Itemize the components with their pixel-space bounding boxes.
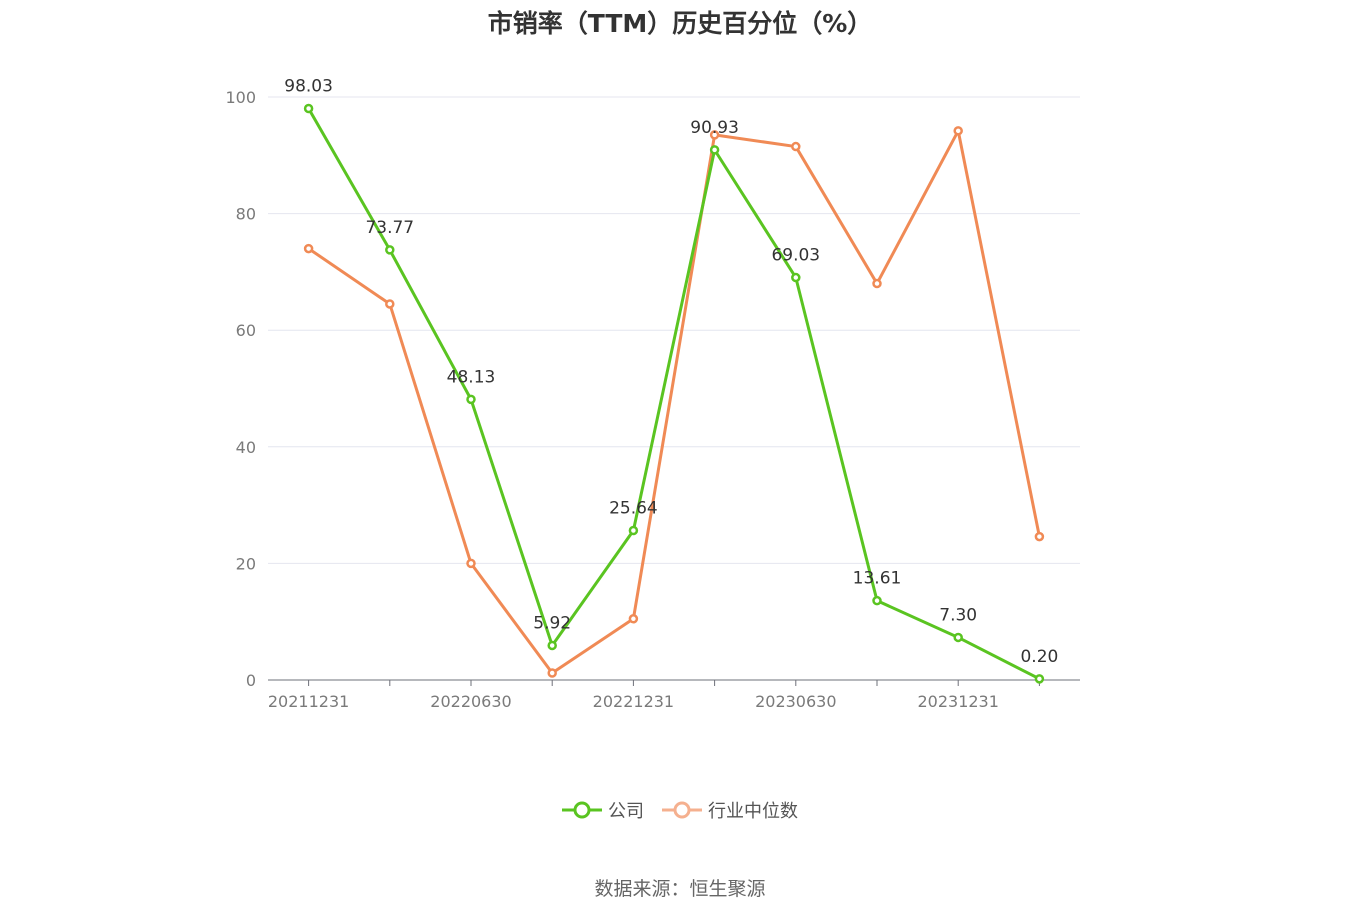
legend: 公司 行业中位数 — [0, 797, 1360, 823]
industry-median-series-line — [307, 129, 1041, 675]
y-axis-ticks: 0 20 40 60 80 100 — [225, 88, 256, 690]
company-data-label: 25.64 — [609, 499, 658, 519]
industry-median-data-point[interactable] — [628, 614, 639, 624]
company-data-label: 98.03 — [284, 76, 333, 96]
industry-median-data-point[interactable] — [709, 130, 720, 140]
legend-item-industry-median[interactable]: 行业中位数 — [662, 797, 798, 823]
company-data-point[interactable] — [547, 640, 557, 651]
x-tick-label: 20221231 — [593, 692, 674, 711]
legend-industry-label: 行业中位数 — [708, 801, 798, 822]
company-data-label: 90.93 — [690, 118, 739, 138]
legend-company-marker-icon — [562, 801, 602, 819]
data-labels: 98.03 73.77 48.13 5.92 25.64 90.93 69.03 13.61 7… — [284, 76, 1058, 666]
company-data-point[interactable] — [1034, 674, 1045, 684]
company-data-label: 13.61 — [853, 569, 902, 589]
y-tick-label: 80 — [236, 205, 256, 224]
data-points — [303, 103, 1045, 684]
industry-median-data-point[interactable] — [791, 141, 801, 152]
x-axis: 20211231 20220630 20221231 20230630 20231231 — [268, 679, 1080, 711]
company-data-label: 73.77 — [365, 218, 414, 238]
company-data-point[interactable] — [466, 394, 476, 405]
legend-industry-marker-icon — [662, 801, 702, 819]
company-data-point[interactable] — [872, 595, 882, 606]
industry-median-data-point[interactable] — [1034, 531, 1045, 542]
legend-company-label: 公司 — [608, 801, 644, 822]
x-tick-label: 20231231 — [917, 692, 998, 711]
x-tick-label: 20220630 — [430, 692, 511, 711]
industry-median-data-point[interactable] — [385, 299, 395, 309]
company-data-point[interactable] — [385, 245, 395, 255]
industry-median-data-point[interactable] — [547, 668, 557, 678]
series-lines — [307, 107, 1041, 681]
industry-median-data-point[interactable] — [466, 558, 476, 569]
company-series-line — [307, 107, 1041, 681]
grid-lines — [268, 96, 1080, 564]
company-data-label: 7.30 — [939, 605, 977, 625]
data-source-note: 数据来源：恒生聚源 — [594, 878, 766, 900]
legend-item-company[interactable]: 公司 — [562, 797, 644, 823]
company-data-label: 5.92 — [533, 613, 571, 633]
y-tick-label: 20 — [236, 554, 256, 573]
x-tick-label: 20211231 — [268, 692, 349, 711]
y-tick-label: 40 — [236, 438, 256, 457]
company-data-point[interactable] — [953, 632, 963, 643]
company-data-label: 0.20 — [1020, 647, 1058, 667]
company-data-point[interactable] — [709, 145, 720, 155]
x-tick-label: 20230630 — [755, 692, 836, 711]
y-tick-label: 100 — [225, 88, 256, 107]
company-data-label: 69.03 — [771, 246, 820, 266]
y-tick-label: 0 — [246, 671, 256, 690]
industry-median-data-point[interactable] — [953, 126, 963, 136]
company-data-point[interactable] — [628, 525, 639, 536]
company-data-point[interactable] — [791, 272, 801, 283]
company-data-point[interactable] — [303, 103, 314, 114]
industry-median-data-point[interactable] — [872, 278, 882, 289]
industry-median-data-point[interactable] — [303, 243, 314, 254]
y-tick-label: 60 — [236, 321, 256, 340]
company-data-label: 48.13 — [447, 367, 496, 387]
chart-title: 市销率（TTM）历史百分位（%） — [487, 9, 873, 38]
